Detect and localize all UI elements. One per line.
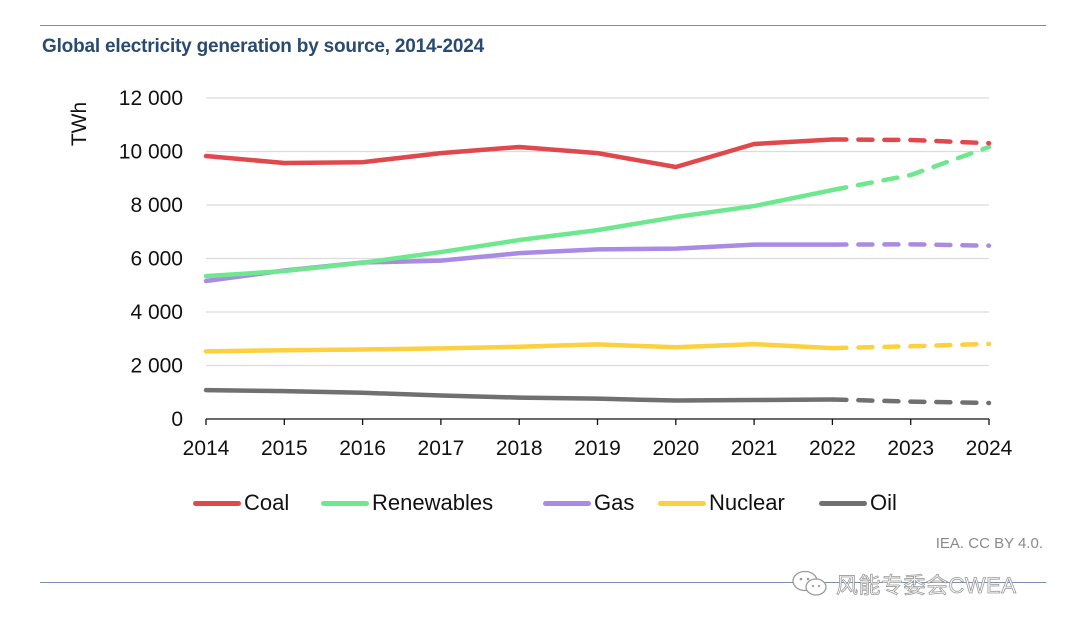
x-axis: 2014 2015 2016 2017 2018 2019 2020 2021 2022 2023…: [183, 418, 1013, 460]
x-tick-label: 2018: [496, 437, 543, 460]
y-axis-ticks: 0 2 000 4 000 6 000 8 000 10 000 12 000: [119, 87, 183, 431]
x-tick-label: 2017: [418, 437, 465, 460]
series-line-renewables: [203, 187, 835, 279]
y-tick-label: 10 000: [119, 141, 183, 164]
y-axis-label: TWh: [68, 102, 91, 146]
legend-label: Oil: [870, 490, 897, 515]
top-divider: [40, 25, 1046, 26]
x-tick-label: 2021: [731, 437, 778, 460]
watermark: 风能专委会CWEA: [790, 568, 1017, 600]
chart-title: Global electricity generation by source,…: [42, 36, 484, 57]
x-tick-label: 2014: [183, 437, 230, 460]
series-line-gas: [203, 242, 835, 284]
series-lines: [203, 137, 992, 406]
legend-swatch: [193, 500, 241, 506]
legend-label: Gas: [594, 490, 635, 515]
series-forecast-line-gas: [830, 242, 992, 248]
legend-label: Nuclear: [709, 490, 785, 515]
series-forecast-line-coal: [830, 137, 992, 146]
legend-swatch: [819, 500, 867, 506]
x-tick-label: 2019: [574, 437, 621, 460]
legend-item-coal: Coal: [193, 490, 289, 516]
wechat-chat-icon: [792, 570, 827, 596]
y-tick-label: 4 000: [130, 301, 183, 324]
legend-label: Renewables: [372, 490, 494, 515]
legend-label: Coal: [244, 490, 290, 515]
y-tick-label: 2 000: [130, 355, 183, 378]
series-line-oil: [203, 387, 835, 403]
x-tick-label: 2022: [809, 437, 856, 460]
x-tick-label: 2020: [652, 437, 699, 460]
x-tick-label: 2024: [966, 437, 1013, 460]
legend-swatch: [658, 500, 706, 506]
source-credit: IEA. CC BY 4.0.: [935, 535, 1043, 552]
y-tick-label: 12 000: [119, 87, 183, 110]
legend-swatch: [321, 500, 369, 506]
chart-legend: Coal Renewables Gas Nuclear Oil: [0, 490, 1080, 520]
series-forecast-line-oil: [830, 397, 992, 406]
x-tick-label: 2023: [887, 437, 934, 460]
series-line-nuclear: [203, 341, 835, 354]
legend-item-renewables: Renewables: [321, 490, 493, 516]
legend-item-nuclear: Nuclear: [658, 490, 785, 516]
watermark-text: 风能专委会CWEA: [836, 573, 1017, 599]
legend-item-gas: Gas: [543, 490, 634, 516]
y-tick-label: 0: [171, 408, 183, 431]
x-tick-label: 2016: [339, 437, 386, 460]
series-forecast-line-nuclear: [830, 341, 992, 351]
series-forecast-line-renewables: [830, 144, 992, 193]
y-tick-label: 6 000: [130, 248, 183, 271]
bottom-divider: [40, 582, 1046, 583]
series-line-coal: [203, 137, 835, 170]
legend-item-oil: Oil: [819, 490, 897, 516]
y-tick-label: 8 000: [130, 194, 183, 217]
x-tick-label: 2015: [261, 437, 308, 460]
legend-swatch: [543, 500, 591, 506]
